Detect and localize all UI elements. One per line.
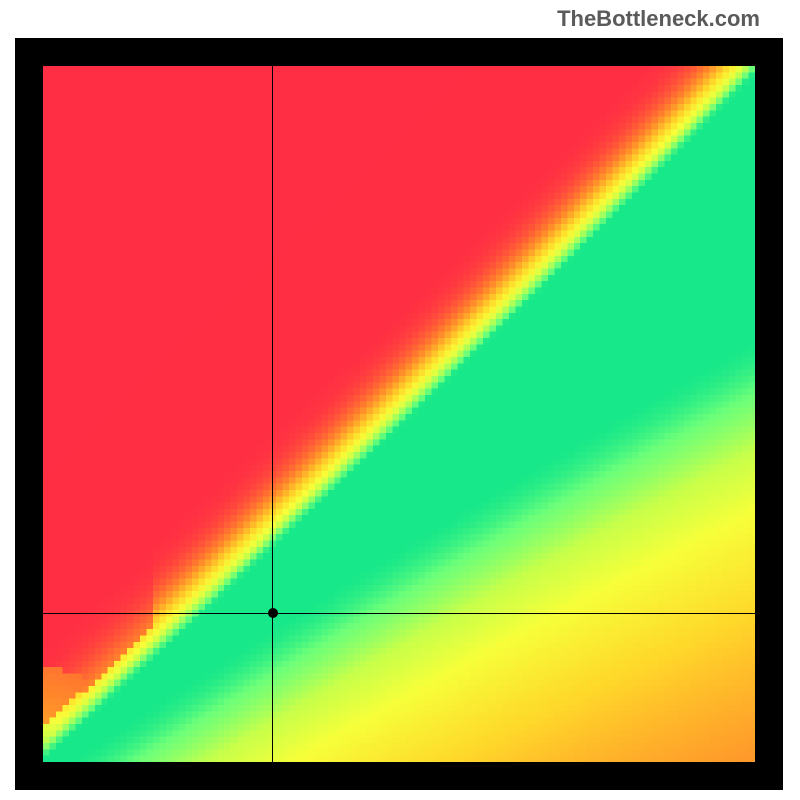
crosshair-vertical <box>272 66 273 762</box>
crosshair-horizontal <box>43 613 755 614</box>
watermark-text: TheBottleneck.com <box>557 6 760 32</box>
heatmap-canvas <box>43 66 755 762</box>
crosshair-marker <box>268 608 278 618</box>
heatmap-plot <box>43 66 755 762</box>
